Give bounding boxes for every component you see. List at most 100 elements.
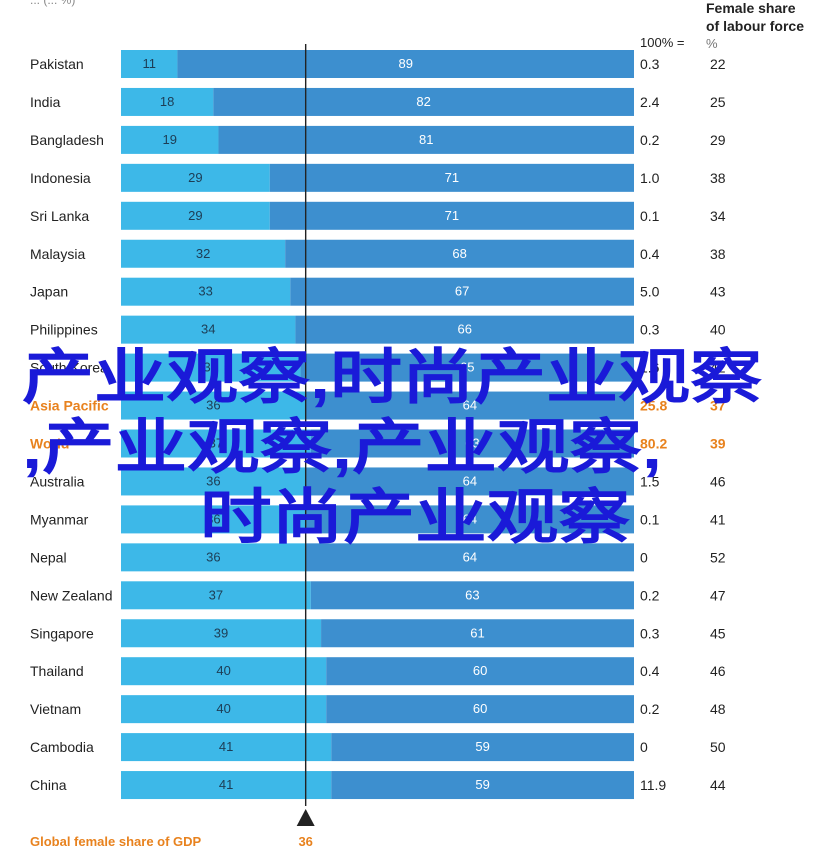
female-share-value: 36 [206, 511, 220, 526]
female-share-bar [121, 277, 291, 306]
other-share-bar [331, 771, 634, 800]
other-share-bar [326, 657, 634, 686]
female-share-bar [121, 429, 311, 458]
other-share-bar [310, 429, 634, 458]
other-share-value: 66 [457, 322, 471, 337]
labour-share-value: 52 [710, 549, 726, 565]
category-label: Singapore [30, 625, 94, 641]
labour-share-value: 46 [710, 663, 726, 679]
category-label: Vietnam [30, 701, 81, 717]
female-share-value: 18 [160, 94, 174, 109]
gdp-value-header: 100% = [640, 35, 684, 50]
female-share-bar [121, 771, 332, 800]
other-share-bar [310, 581, 634, 610]
other-share-value: 64 [463, 398, 477, 413]
gdp-total-value: 0 [640, 739, 648, 755]
female-share-bar [121, 581, 311, 610]
female-share-value: 34 [201, 322, 215, 337]
gdp-total-value: 5.0 [640, 284, 660, 300]
labour-share-value: 42 [710, 360, 726, 376]
marker-value: 36 [298, 834, 312, 849]
other-share-value: 64 [463, 473, 477, 488]
other-share-value: 59 [475, 777, 489, 792]
gdp-total-value: 0 [640, 549, 648, 565]
female-share-value: 36 [206, 473, 220, 488]
watermark-line-3: 时尚产业观察 [200, 484, 630, 551]
other-share-bar [305, 391, 634, 420]
category-label: Australia [30, 473, 85, 489]
other-share-value: 67 [455, 284, 469, 299]
gdp-total-value: 0.2 [640, 701, 660, 717]
gdp-total-value: 0.4 [640, 663, 660, 679]
female-share-bar [121, 695, 327, 724]
gdp-total-value: 25.8 [640, 398, 667, 414]
labour-force-title-line2: of labour force [706, 18, 804, 34]
other-share-value: 60 [473, 663, 487, 678]
other-share-bar [177, 50, 634, 78]
gdp-total-value: 1.0 [640, 170, 660, 186]
marker-label: Global female share of GDP [30, 834, 202, 849]
other-share-value: 64 [463, 511, 477, 526]
female-share-value: 37 [209, 587, 223, 602]
other-share-bar [269, 201, 634, 230]
other-share-value: 81 [419, 132, 433, 147]
female-share-bar [121, 657, 327, 686]
female-share-value: 19 [163, 132, 177, 147]
female-share-bar [121, 733, 332, 762]
female-share-value: 11 [142, 56, 156, 71]
gdp-total-value: 0.3 [640, 625, 660, 641]
gdp-total-value: 0.3 [640, 322, 660, 338]
other-share-bar [326, 695, 634, 724]
category-label: South Korea [30, 360, 108, 376]
labour-share-value: 40 [710, 322, 726, 338]
labour-share-value: 25 [710, 94, 726, 110]
gdp-total-value: 0.1 [640, 208, 660, 224]
labour-share-value: 34 [710, 208, 726, 224]
other-share-value: 71 [445, 170, 459, 185]
other-share-bar [218, 125, 634, 154]
gdp-total-value: 0.1 [640, 511, 660, 527]
other-share-value: 71 [445, 208, 459, 223]
labour-share-value: 41 [710, 511, 726, 527]
category-label: Asia Pacific [30, 398, 109, 414]
other-share-bar [290, 277, 634, 306]
other-share-value: 63 [465, 436, 479, 451]
category-label: Myanmar [30, 511, 89, 527]
female-share-bar [121, 543, 306, 572]
labour-force-title-line1: Female share [706, 0, 796, 16]
other-share-value: 61 [470, 625, 484, 640]
other-share-bar [300, 353, 634, 382]
category-label: Cambodia [30, 739, 94, 755]
other-share-bar [331, 733, 634, 762]
watermark-line-2: ,产业观察,产业观察, [22, 414, 662, 481]
labour-share-value: 22 [710, 56, 726, 72]
female-share-bar [121, 505, 306, 534]
female-share-bar [121, 239, 286, 268]
female-share-value: 29 [188, 170, 202, 185]
female-share-value: 40 [216, 701, 230, 716]
category-label: Malaysia [30, 246, 85, 262]
other-share-bar [321, 619, 634, 648]
category-label: Indonesia [30, 170, 91, 186]
gdp-total-value: 0.2 [640, 587, 660, 603]
category-label: Bangladesh [30, 132, 104, 148]
category-label: Japan [30, 284, 68, 300]
category-label: Pakistan [30, 56, 84, 72]
female-share-bar [121, 163, 270, 192]
female-share-value: 41 [219, 777, 233, 792]
category-label: China [30, 777, 67, 793]
labour-share-value: 44 [710, 777, 726, 793]
gdp-total-value: 0.2 [640, 132, 660, 148]
gdp-total-value: 1.6 [640, 360, 660, 376]
labour-share-value: 47 [710, 587, 726, 603]
female-share-value: 39 [214, 625, 228, 640]
global-average-marker [296, 809, 315, 826]
category-label: India [30, 94, 61, 110]
other-share-bar [285, 239, 634, 268]
other-share-value: 89 [398, 56, 412, 71]
labour-share-value: 39 [710, 436, 726, 452]
other-share-bar [305, 505, 634, 534]
gdp-total-value: 0.4 [640, 246, 660, 262]
other-share-value: 82 [416, 94, 430, 109]
